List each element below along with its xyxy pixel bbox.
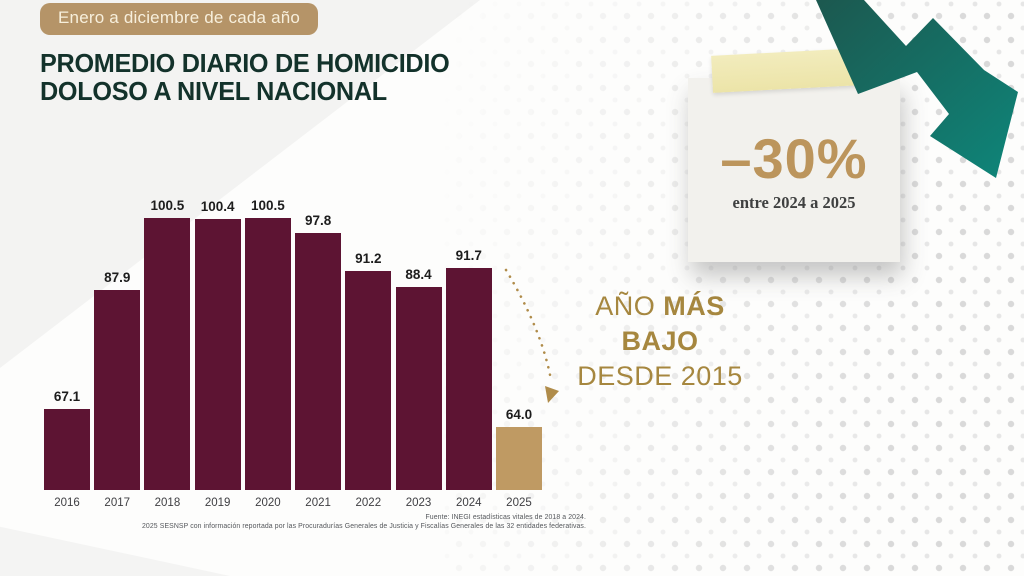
bar-2017: 87.9 2017	[94, 270, 141, 509]
bar-2025: 64.0 2025	[495, 407, 542, 509]
bar-rect	[295, 233, 342, 490]
year-label: 2022	[355, 497, 382, 509]
bar-2020: 100.5 2020	[244, 198, 291, 509]
source-line1: Fuente: INEGI estadísticas vitales de 20…	[425, 514, 586, 521]
page-title: PROMEDIO DIARIO DE HOMICIDIO DOLOSO A NI…	[40, 48, 450, 106]
source-note: Fuente: INEGI estadísticas vitales de 20…	[80, 514, 586, 531]
value-label: 64.0	[505, 407, 533, 422]
bar-chart: 67.1 2016 87.9 2017 100.5 2018 100.4 2019 100.5 2…	[44, 198, 542, 509]
year-label: 2017	[104, 497, 131, 509]
bar-rect	[144, 218, 191, 490]
bar-2022: 91.2 2022	[345, 251, 392, 509]
bar-rect	[445, 268, 492, 490]
year-label: 2024	[455, 497, 482, 509]
bar-rect	[44, 409, 90, 490]
callout-line1: AÑO MÁS	[595, 291, 725, 321]
value-label: 67.1	[53, 389, 81, 404]
year-label: 2016	[54, 497, 80, 509]
value-label: 91.2	[355, 251, 382, 266]
value-label: 100.4	[200, 199, 235, 214]
bar-rect	[244, 218, 291, 490]
value-label: 91.7	[455, 248, 482, 263]
page-title-line2: DOLOSO A NIVEL NACIONAL	[40, 76, 387, 106]
callout-line3: DESDE 2015	[577, 361, 743, 391]
date-range-label: Enero a diciembre de cada año	[58, 8, 301, 27]
bar-2023: 88.4 2023	[395, 267, 442, 509]
bar-rect	[94, 290, 141, 490]
bar-2018: 100.5 2018	[144, 198, 191, 509]
value-label: 97.8	[304, 213, 332, 228]
note-card: –30% entre 2024 a 2025	[688, 78, 900, 262]
bar-rect	[345, 271, 392, 490]
value-label: 87.9	[104, 270, 131, 285]
bar-2016: 67.1 2016	[44, 389, 90, 509]
value-label: 100.5	[150, 198, 185, 213]
year-label: 2020	[255, 497, 281, 509]
note-caption: entre 2024 a 2025	[732, 193, 856, 212]
year-label: 2018	[154, 497, 181, 509]
bar-rect	[395, 287, 442, 490]
trend-down-arrow-icon	[816, 0, 1018, 178]
source-line2: 2025 SESNSP con información reportada po…	[142, 522, 586, 530]
callout-line2: BAJO	[621, 326, 699, 356]
lowest-year-callout: AÑO MÁS BAJO DESDE 2015	[557, 289, 763, 394]
bar-2019: 100.4 2019	[194, 199, 241, 509]
year-label: 2025	[506, 497, 532, 509]
year-label: 2023	[405, 497, 432, 509]
note-percentage: –30%	[720, 127, 868, 190]
bar-2024: 91.7 2024	[445, 248, 492, 509]
value-label: 100.5	[250, 198, 285, 213]
value-label: 88.4	[405, 267, 432, 282]
bar-2021: 97.8 2021	[295, 213, 342, 509]
bar-rect	[495, 427, 542, 490]
year-label: 2019	[204, 497, 231, 509]
page-title-line1: PROMEDIO DIARIO DE HOMICIDIO	[40, 48, 450, 78]
bar-rect	[194, 219, 241, 490]
year-label: 2021	[305, 497, 331, 509]
date-range-badge: Enero a diciembre de cada año	[40, 3, 319, 35]
